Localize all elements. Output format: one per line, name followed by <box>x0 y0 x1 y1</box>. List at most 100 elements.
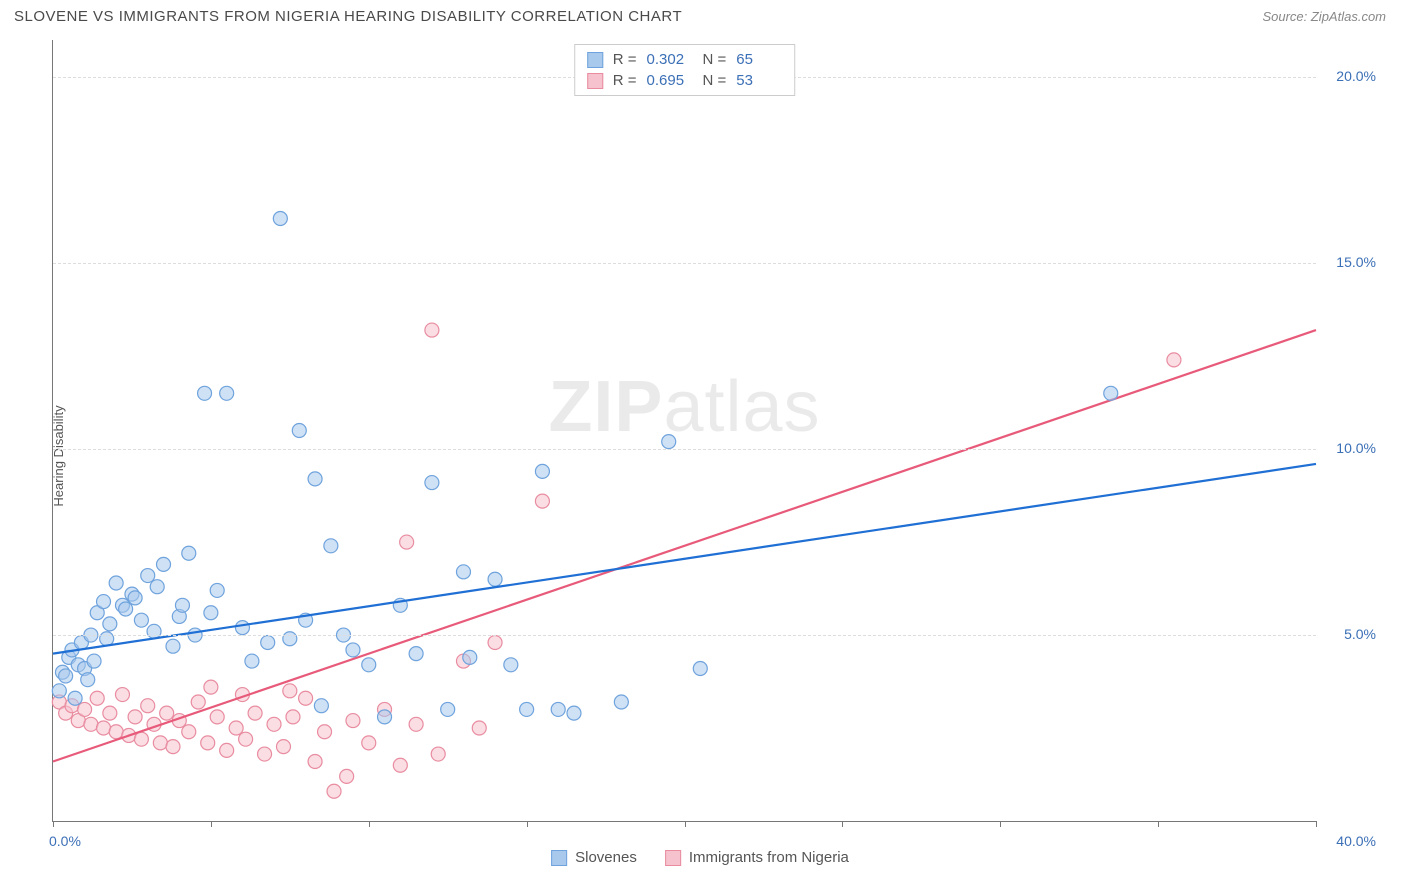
scatter-point <box>346 643 360 657</box>
legend-stats-row: R = 0.695 N = 53 <box>587 70 783 91</box>
chart-title: SLOVENE VS IMMIGRANTS FROM NIGERIA HEARI… <box>14 8 682 25</box>
legend-label: Slovenes <box>575 849 637 866</box>
scatter-point <box>115 688 129 702</box>
scatter-point <box>157 557 171 571</box>
scatter-point <box>97 721 111 735</box>
scatter-point <box>97 595 111 609</box>
scatter-point <box>109 576 123 590</box>
legend-swatch-icon <box>587 73 603 89</box>
scatter-point <box>393 758 407 772</box>
scatter-point <box>103 706 117 720</box>
scatter-point <box>239 732 253 746</box>
scatter-point <box>229 721 243 735</box>
scatter-point <box>109 725 123 739</box>
scatter-point <box>261 635 275 649</box>
scatter-point <box>472 721 486 735</box>
scatter-point <box>81 673 95 687</box>
scatter-point <box>100 632 114 646</box>
scatter-point <box>204 606 218 620</box>
x-tick <box>53 821 54 827</box>
scatter-point <box>210 710 224 724</box>
scatter-point <box>614 695 628 709</box>
scatter-point <box>160 706 174 720</box>
scatter-point <box>134 732 148 746</box>
scatter-point <box>245 654 259 668</box>
y-tick-label: 10.0% <box>1336 440 1376 456</box>
scatter-point <box>283 632 297 646</box>
scatter-point <box>520 702 534 716</box>
scatter-point <box>286 710 300 724</box>
scatter-point <box>182 546 196 560</box>
x-tick <box>842 821 843 827</box>
x-tick <box>211 821 212 827</box>
legend-swatch-icon <box>665 850 681 866</box>
x-tick <box>685 821 686 827</box>
scatter-point <box>318 725 332 739</box>
legend-item: Slovenes <box>551 849 637 866</box>
trend-line <box>53 330 1316 761</box>
scatter-point <box>90 691 104 705</box>
scatter-point <box>182 725 196 739</box>
scatter-point <box>198 386 212 400</box>
scatter-point <box>276 740 290 754</box>
scatter-point <box>87 654 101 668</box>
scatter-point <box>299 691 313 705</box>
scatter-point <box>425 323 439 337</box>
scatter-point <box>235 621 249 635</box>
gridline <box>53 635 1316 636</box>
scatter-point <box>1167 353 1181 367</box>
scatter-point <box>166 639 180 653</box>
scatter-point <box>567 706 581 720</box>
scatter-point <box>78 702 92 716</box>
scatter-point <box>141 699 155 713</box>
scatter-point <box>128 710 142 724</box>
scatter-point <box>59 669 73 683</box>
scatter-point <box>267 717 281 731</box>
scatter-point <box>134 613 148 627</box>
legend-item: Immigrants from Nigeria <box>665 849 849 866</box>
x-tick <box>527 821 528 827</box>
x-tick-label: 0.0% <box>49 833 81 849</box>
scatter-point <box>191 695 205 709</box>
scatter-point <box>258 747 272 761</box>
scatter-point <box>166 740 180 754</box>
scatter-point <box>488 635 502 649</box>
chart-container: Hearing Disability ZIPatlas R = 0.302 N … <box>14 40 1386 872</box>
scatter-point <box>662 435 676 449</box>
scatter-point <box>535 494 549 508</box>
scatter-point <box>68 691 82 705</box>
scatter-point <box>153 736 167 750</box>
scatter-point <box>220 386 234 400</box>
scatter-point <box>362 736 376 750</box>
scatter-point <box>128 591 142 605</box>
plot-svg <box>53 40 1316 821</box>
scatter-point <box>456 565 470 579</box>
scatter-point <box>210 583 224 597</box>
scatter-point <box>431 747 445 761</box>
y-tick-label: 20.0% <box>1336 68 1376 84</box>
scatter-point <box>52 684 66 698</box>
scatter-point <box>308 472 322 486</box>
scatter-point <box>204 680 218 694</box>
y-tick-label: 15.0% <box>1336 254 1376 270</box>
scatter-point <box>441 702 455 716</box>
scatter-point <box>248 706 262 720</box>
legend-stats: R = 0.302 N = 65 R = 0.695 N = 53 <box>574 44 796 96</box>
legend-swatch-icon <box>551 850 567 866</box>
plot-area: ZIPatlas R = 0.302 N = 65 R = 0.695 N = … <box>52 40 1316 822</box>
scatter-point <box>147 624 161 638</box>
source-label: Source: ZipAtlas.com <box>1262 9 1386 24</box>
scatter-point <box>327 784 341 798</box>
scatter-point <box>463 650 477 664</box>
scatter-point <box>84 717 98 731</box>
scatter-point <box>535 464 549 478</box>
legend-swatch-icon <box>587 52 603 68</box>
scatter-point <box>283 684 297 698</box>
scatter-point <box>324 539 338 553</box>
x-tick <box>1000 821 1001 827</box>
scatter-point <box>346 714 360 728</box>
scatter-point <box>340 769 354 783</box>
y-tick-label: 5.0% <box>1344 626 1376 642</box>
scatter-point <box>314 699 328 713</box>
trend-line <box>53 464 1316 654</box>
